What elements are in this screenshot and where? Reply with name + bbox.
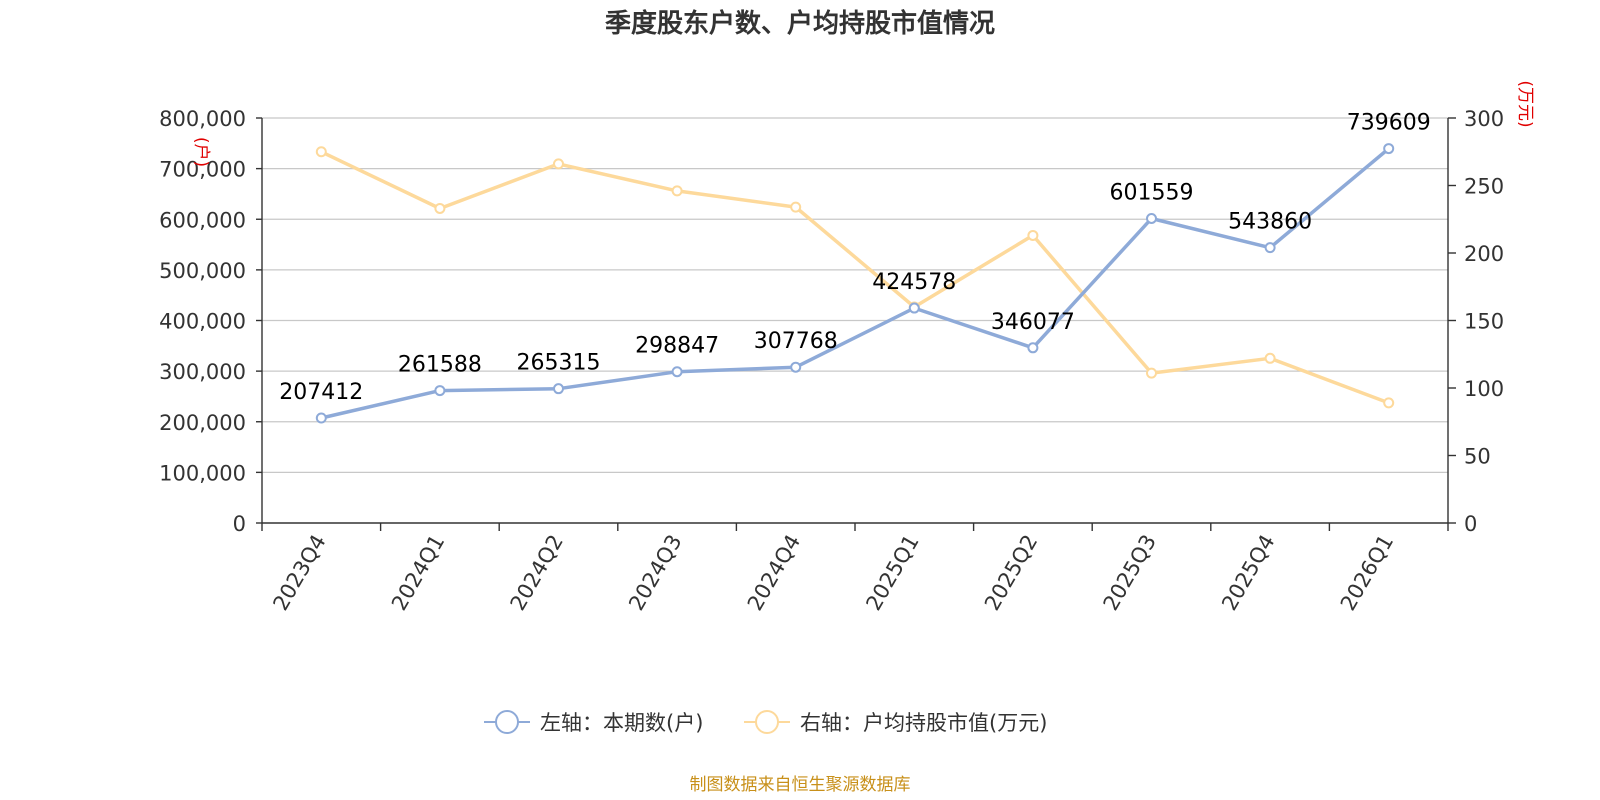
data-label: 424578 [872,270,956,295]
series-point-1 [790,201,802,213]
x-axis-tick-label: 2026Q1 [1336,531,1398,615]
series-point-0 [553,383,564,395]
right-axis-tick-label: 50 [1464,445,1491,469]
axes: 0 100,000 200,000 300,000 400,000 500,000 600,… [159,107,1504,615]
data-label: 307768 [754,329,838,354]
left-axis-unit: (户) [191,137,211,167]
x-axis-tick-label: 2024Q1 [387,531,449,615]
left-axis-tick-label: 500,000 [159,259,246,283]
left-axis-tick-label: 700,000 [159,158,246,182]
series-point-1 [434,202,446,214]
x-axis-tick-label: 2025Q3 [1099,531,1161,615]
series-point-0 [1264,242,1276,254]
right-axis-tick-label: 150 [1464,310,1504,334]
x-axis-tick-label: 2024Q2 [506,531,568,615]
series-point-0 [315,412,327,424]
data-labels: 207412 261588 265315 298847 307768 424578 3460… [279,111,1430,405]
right-axis-tick-label: 100 [1464,377,1504,401]
series-point-0 [434,385,446,397]
series-point-0 [1027,342,1039,354]
legend-item-label: 左轴：本期数(户) [540,711,703,735]
data-label: 346077 [991,310,1075,335]
right-axis-tick-label: 250 [1464,175,1504,199]
data-label: 601559 [1110,180,1194,205]
x-axis-tick-label: 2024Q3 [624,531,686,615]
data-label: 543860 [1228,210,1312,235]
data-label: 207412 [279,380,363,405]
series-point-1 [315,146,327,158]
left-axis-tick-label: 400,000 [159,310,246,334]
series-line-0 [319,146,1391,420]
series-point-0 [908,302,920,314]
series-point-0 [790,361,802,373]
legend-swatch-marker [755,710,779,734]
x-axis-tick-label: 2025Q1 [861,531,923,615]
data-label: 261588 [398,353,482,378]
right-axis-tick-label: 300 [1464,107,1504,131]
legend[interactable]: 左轴：本期数(户) 右轴：户均持股市值(万元) [484,710,1047,735]
grid-lines [262,117,1448,473]
x-axis-tick-label: 2025Q4 [1217,531,1279,615]
chart-title: 季度股东户数、户均持股市值情况 [605,8,995,39]
series-point-1 [1264,352,1276,364]
series-point-0 [671,366,683,378]
data-label: 739609 [1347,111,1431,136]
right-axis-unit: (万元) [1515,80,1535,127]
series-layer [315,143,1395,424]
x-axis-tick-label: 2025Q2 [980,531,1042,615]
x-axis-tick-label: 2024Q4 [743,531,805,615]
x-axis-tick-label: 2023Q4 [268,531,330,615]
series-point-1 [671,185,683,197]
series-point-0 [1383,143,1395,155]
data-label: 265315 [517,351,601,376]
left-axis-tick-label: 600,000 [159,208,246,232]
right-axis-tick-label: 200 [1464,242,1504,266]
series-point-1 [1383,397,1395,409]
right-axis-tick-label: 0 [1464,512,1477,536]
series-point-1 [1146,367,1157,379]
series-line-1 [319,150,1391,405]
data-label: 298847 [635,334,719,359]
left-axis-tick-label: 0 [233,512,246,536]
series-point-1 [1027,229,1039,241]
legend-item-label: 右轴：户均持股市值(万元) [800,711,1047,735]
legend-swatch-marker [495,710,519,734]
left-axis-tick-label: 100,000 [159,461,246,485]
left-axis-tick-label: 800,000 [159,107,246,131]
source-note: 制图数据来自恒生聚源数据库 [690,775,911,795]
series-point-1 [553,158,564,170]
left-axis-tick-label: 300,000 [159,360,246,384]
left-axis-tick-label: 200,000 [159,411,246,435]
series-point-0 [1146,212,1157,224]
